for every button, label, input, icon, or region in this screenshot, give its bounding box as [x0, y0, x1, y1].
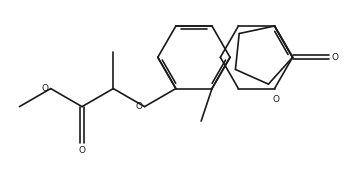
Text: O: O: [273, 95, 280, 104]
Text: O: O: [136, 102, 143, 111]
Text: O: O: [42, 84, 49, 93]
Text: O: O: [79, 146, 85, 155]
Text: O: O: [332, 53, 339, 62]
